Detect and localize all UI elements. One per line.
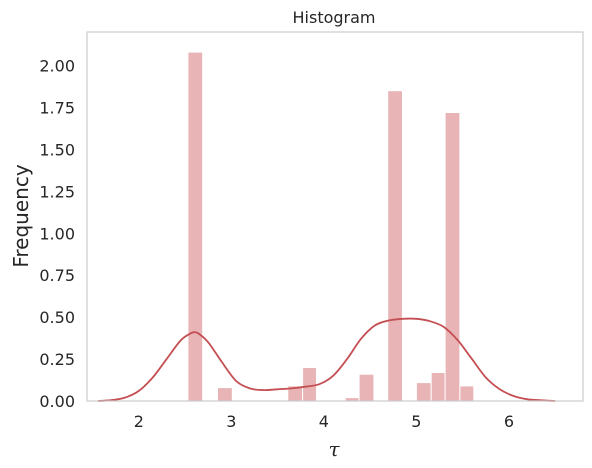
x-tick-label: 4 bbox=[319, 412, 329, 431]
histogram-bar-2 bbox=[217, 387, 233, 402]
histogram-bar-7 bbox=[387, 90, 404, 402]
chart-title: Histogram bbox=[293, 8, 376, 27]
histogram-bar-4 bbox=[302, 367, 318, 402]
y-tick-label: 0.50 bbox=[39, 308, 75, 327]
y-tick-label: 0.25 bbox=[39, 350, 75, 369]
histogram-bar-6 bbox=[358, 373, 375, 402]
x-axis-label: τ bbox=[328, 437, 340, 461]
y-tick-label: 2.00 bbox=[39, 57, 75, 76]
y-tick-label: 1.50 bbox=[39, 140, 75, 159]
y-tick-label: 0.00 bbox=[39, 392, 75, 411]
plot-frame bbox=[86, 31, 584, 402]
kde-curve-group bbox=[98, 317, 556, 402]
histogram-bars bbox=[187, 51, 475, 402]
histogram-bar-11 bbox=[459, 385, 475, 402]
histogram-bar-8 bbox=[415, 382, 432, 402]
y-tick-label: 0.75 bbox=[39, 266, 75, 285]
x-tick-label: 3 bbox=[226, 412, 236, 431]
x-tick-label: 6 bbox=[504, 412, 514, 431]
y-tick-labels: 0.00 0.25 0.50 0.75 1.00 1.25 1.50 1.75 2.00 bbox=[39, 57, 75, 412]
x-tick-labels: 2 3 4 5 6 bbox=[134, 412, 514, 431]
histogram-bar-9 bbox=[430, 372, 446, 402]
histogram-bar-10 bbox=[444, 112, 461, 402]
y-tick-label: 1.25 bbox=[39, 182, 75, 201]
histogram-bar-1 bbox=[187, 51, 204, 402]
y-tick-label: 1.00 bbox=[39, 224, 75, 243]
y-axis-label: Frequency bbox=[9, 164, 33, 267]
x-tick-label: 2 bbox=[134, 412, 144, 431]
kde-line bbox=[98, 317, 556, 402]
y-tick-label: 1.75 bbox=[39, 99, 75, 118]
x-tick-label: 5 bbox=[411, 412, 421, 431]
